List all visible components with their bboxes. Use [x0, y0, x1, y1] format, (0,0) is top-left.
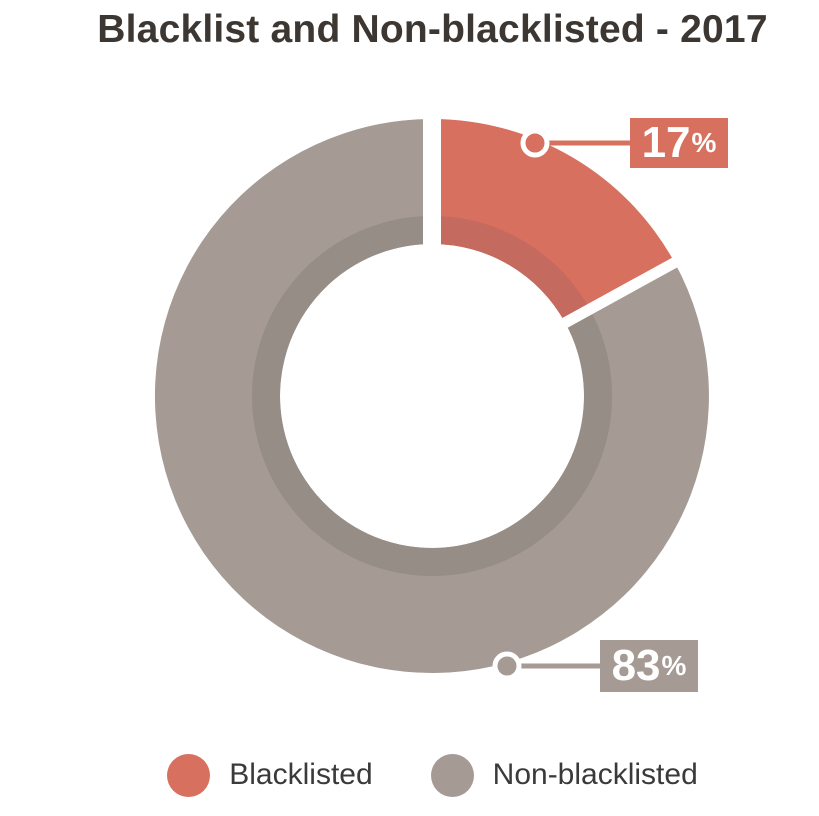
slice-non-blacklisted	[154, 118, 709, 673]
chart-title: Blacklist and Non-blacklisted - 2017	[97, 8, 768, 51]
callout-label-non-blacklisted: 83%	[600, 640, 698, 692]
legend-item-blacklisted: Blacklisted	[167, 753, 373, 797]
legend-label-blacklisted: Blacklisted	[229, 758, 373, 791]
callout-marker-blacklisted	[520, 128, 550, 158]
legend-item-non-blacklisted: Non-blacklisted	[430, 753, 698, 797]
slice-non-blacklisted-inner-shadow	[252, 216, 613, 576]
legend-dot-blacklisted-icon	[167, 753, 211, 797]
legend-label-non-blacklisted: Non-blacklisted	[492, 758, 698, 791]
callout-label-blacklisted: 17%	[630, 118, 728, 168]
callout-marker-non-blacklisted	[492, 651, 522, 681]
callout-value-non-blacklisted: 83	[611, 641, 661, 690]
legend: Blacklisted Non-blacklisted	[0, 751, 819, 799]
callout-percent-sign-blacklisted: %	[691, 127, 717, 158]
slice-blacklisted-inner-shadow	[431, 216, 590, 323]
callout-percent-sign-non-blacklisted: %	[661, 650, 687, 681]
legend-dot-non-blacklisted-icon	[430, 753, 474, 797]
callout-value-blacklisted: 17	[641, 118, 691, 167]
slice-separator-right	[550, 250, 691, 335]
slice-blacklisted	[432, 119, 675, 323]
